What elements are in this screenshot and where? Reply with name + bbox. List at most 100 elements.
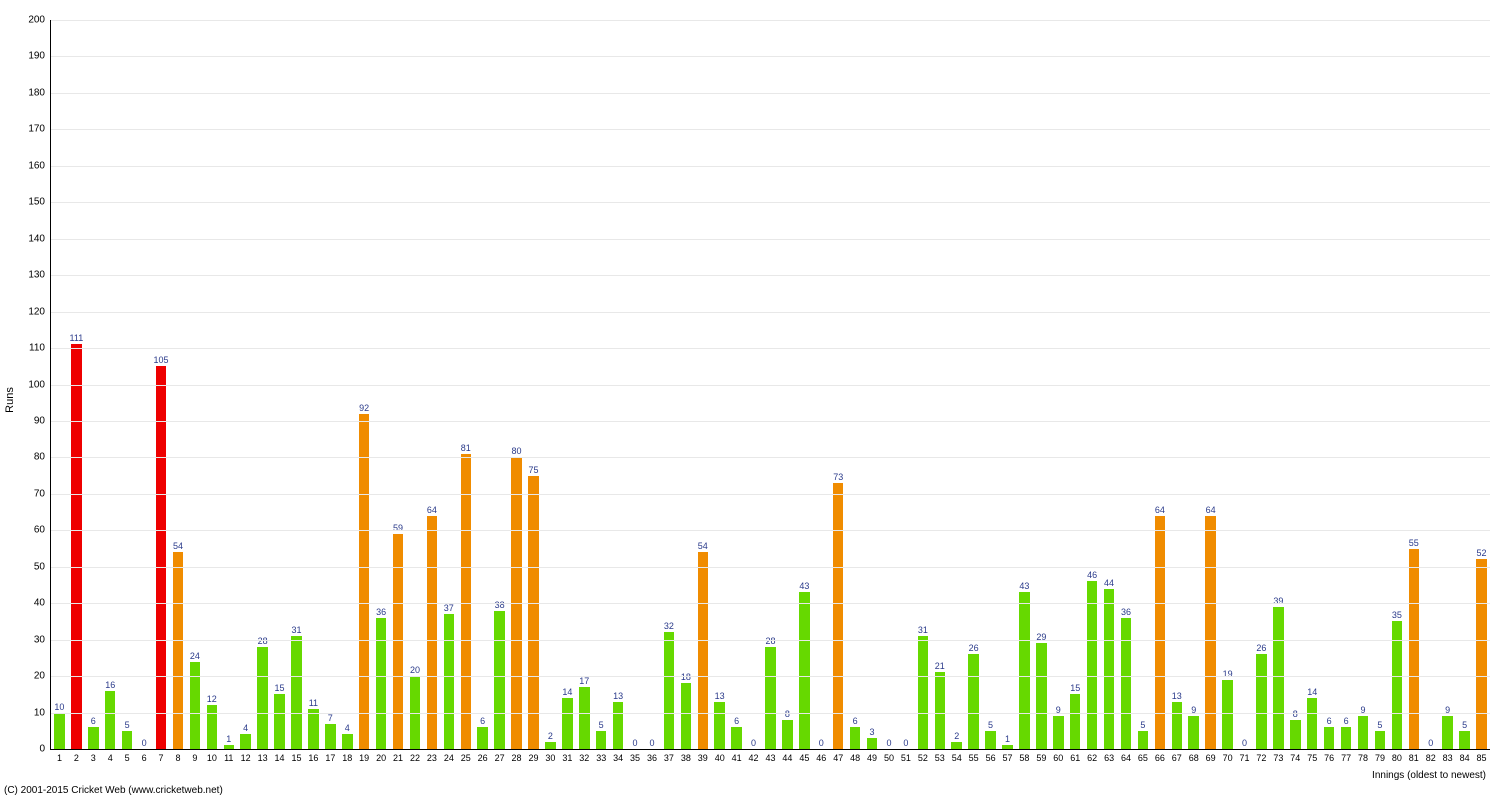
bar-value-label: 0 (751, 738, 756, 749)
bar: 7 (325, 724, 335, 750)
x-tick-label: 37 (664, 749, 674, 763)
x-tick-label: 29 (528, 749, 538, 763)
bar: 64 (1205, 516, 1215, 749)
bar-value-label: 5 (599, 720, 604, 731)
bar-value-label: 39 (1273, 596, 1283, 607)
bar-value-label: 37 (444, 603, 454, 614)
x-tick-label: 70 (1223, 749, 1233, 763)
bar-value-label: 13 (613, 691, 623, 702)
x-tick-label: 28 (512, 749, 522, 763)
bar-value-label: 54 (173, 541, 183, 552)
bar: 81 (461, 454, 471, 749)
bar-value-label: 15 (1070, 683, 1080, 694)
bar: 43 (799, 592, 809, 749)
x-tick-label: 72 (1256, 749, 1266, 763)
bar: 24 (190, 662, 200, 749)
x-tick-label: 48 (850, 749, 860, 763)
grid-line (51, 202, 1490, 203)
y-tick-label: 110 (29, 343, 51, 354)
x-tick-label: 23 (427, 749, 437, 763)
x-tick-label: 82 (1426, 749, 1436, 763)
grid-line (51, 494, 1490, 495)
bar-value-label: 11 (309, 698, 318, 709)
bar-value-label: 0 (903, 738, 908, 749)
bar-value-label: 20 (410, 665, 420, 676)
bar: 14 (562, 698, 572, 749)
x-tick-label: 58 (1019, 749, 1029, 763)
bar-value-label: 6 (480, 716, 485, 727)
y-tick-label: 40 (34, 598, 51, 609)
bar: 2 (545, 742, 555, 749)
bar: 9 (1358, 716, 1368, 749)
bar-value-label: 6 (1327, 716, 1332, 727)
bar: 19 (1222, 680, 1232, 749)
bar-value-label: 28 (258, 636, 268, 647)
bar-value-label: 5 (125, 720, 130, 731)
chart-container: 1011161650105542412142815311174923659206… (0, 0, 1500, 800)
bar: 111 (71, 344, 81, 749)
bar: 6 (88, 727, 98, 749)
x-tick-label: 77 (1341, 749, 1351, 763)
x-tick-label: 36 (647, 749, 657, 763)
x-tick-label: 50 (884, 749, 894, 763)
grid-line (51, 239, 1490, 240)
bar-value-label: 15 (275, 683, 285, 694)
bar-value-label: 54 (698, 541, 708, 552)
x-tick-label: 73 (1273, 749, 1283, 763)
x-tick-label: 9 (192, 749, 197, 763)
bar-value-label: 6 (853, 716, 858, 727)
bar: 6 (1341, 727, 1351, 749)
x-tick-label: 15 (291, 749, 301, 763)
bar-value-label: 14 (1307, 687, 1317, 698)
x-tick-label: 19 (359, 749, 369, 763)
bar-value-label: 5 (1462, 720, 1467, 731)
x-tick-label: 11 (224, 749, 233, 763)
x-tick-label: 5 (125, 749, 130, 763)
bar: 29 (1036, 643, 1046, 749)
bar-value-label: 59 (393, 523, 403, 534)
x-tick-label: 14 (275, 749, 285, 763)
y-tick-label: 60 (34, 525, 51, 536)
x-tick-label: 2 (74, 749, 79, 763)
bar-value-label: 19 (1223, 669, 1233, 680)
bar-value-label: 14 (562, 687, 572, 698)
bar: 37 (444, 614, 454, 749)
bar: 28 (765, 647, 775, 749)
bar: 5 (1459, 731, 1469, 749)
y-tick-label: 150 (28, 197, 51, 208)
x-tick-label: 76 (1324, 749, 1334, 763)
y-tick-label: 50 (34, 561, 51, 572)
bar-value-label: 64 (1155, 505, 1165, 516)
bar-value-label: 0 (1428, 738, 1433, 749)
bar-value-label: 36 (376, 607, 386, 618)
x-tick-label: 79 (1375, 749, 1385, 763)
bar: 5 (596, 731, 606, 749)
bar: 28 (257, 647, 267, 749)
x-tick-label: 51 (901, 749, 911, 763)
bar: 2 (951, 742, 961, 749)
bar-value-label: 2 (548, 731, 553, 742)
x-tick-label: 49 (867, 749, 877, 763)
x-tick-label: 25 (461, 749, 471, 763)
x-tick-label: 71 (1240, 749, 1250, 763)
bar-value-label: 13 (1172, 691, 1182, 702)
x-tick-label: 45 (799, 749, 809, 763)
x-tick-label: 33 (596, 749, 606, 763)
bar: 75 (528, 476, 538, 749)
bar-value-label: 10 (54, 702, 64, 713)
grid-line (51, 312, 1490, 313)
bar-value-label: 9 (1361, 705, 1366, 716)
x-tick-label: 69 (1206, 749, 1216, 763)
bar: 54 (698, 552, 708, 749)
x-tick-label: 53 (935, 749, 945, 763)
y-tick-label: 80 (34, 452, 51, 463)
bar-value-label: 43 (799, 581, 809, 592)
bar: 55 (1409, 549, 1419, 749)
x-tick-label: 57 (1002, 749, 1012, 763)
bar-value-label: 8 (1293, 709, 1298, 720)
bar: 92 (359, 414, 369, 749)
x-tick-label: 68 (1189, 749, 1199, 763)
x-tick-label: 84 (1460, 749, 1470, 763)
bar: 31 (918, 636, 928, 749)
bar-value-label: 24 (190, 651, 200, 662)
